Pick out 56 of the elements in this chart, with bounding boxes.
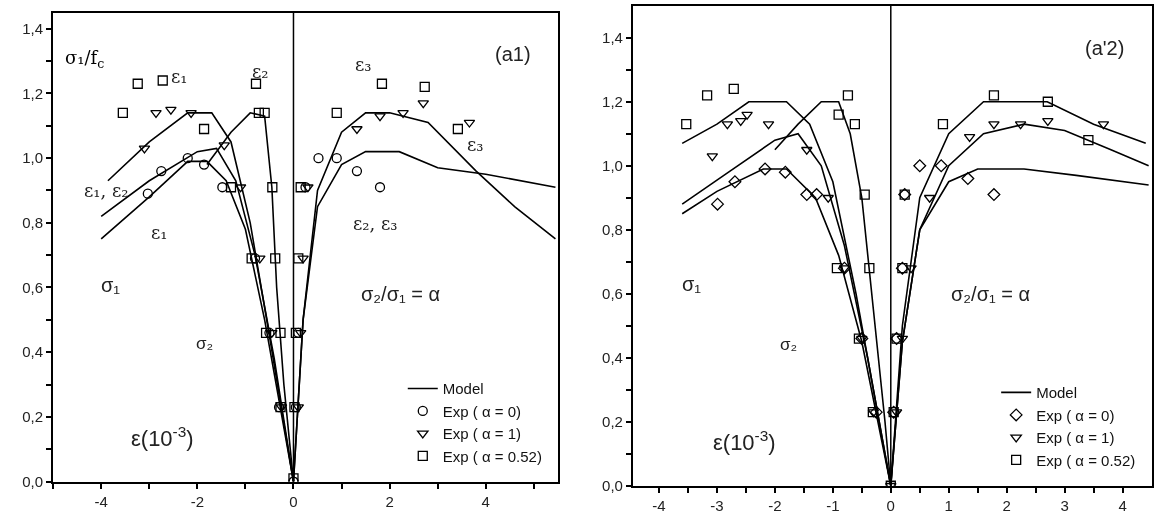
legend-label: Model	[1036, 384, 1078, 402]
y-tick-label: 1,4	[602, 29, 623, 47]
y-tick-label: 0,4	[602, 349, 623, 366]
y-tick-label: 1,0	[22, 149, 44, 167]
x-tick-label: -4	[652, 496, 666, 514]
y-tick-label: 1,2	[602, 93, 623, 111]
annotation: ε₃	[355, 54, 372, 75]
annotation: σ₂/σ₁ = α	[951, 283, 1031, 305]
legend-label: Exp ( α = 0.52)	[1036, 451, 1136, 469]
y-tick-label: 0,6	[602, 285, 623, 302]
y-tick-label: 0,2	[22, 408, 44, 426]
y-tick-label: 0,0	[22, 472, 44, 490]
annotation: σ₂	[780, 335, 798, 354]
x-tick-label: -1	[826, 496, 840, 514]
legend-label: Exp ( α = 0)	[442, 402, 522, 420]
y-tick-label: 0,0	[602, 476, 623, 494]
x-tick-label: 2	[385, 492, 394, 510]
y-tick-label: 1,4	[22, 20, 44, 37]
annotation: σ₁	[101, 274, 121, 296]
x-tick-label: 4	[481, 492, 490, 510]
x-tick-label: -4	[94, 492, 108, 510]
legend-label: Exp ( α = 1)	[442, 425, 522, 443]
x-tick-label: 4	[1118, 496, 1127, 514]
y-tick-label: 0,4	[22, 343, 44, 361]
x-tick-label: -2	[768, 496, 782, 514]
legend-label: Exp ( α = 1)	[1036, 429, 1115, 447]
y-tick-label: 0,8	[602, 221, 623, 238]
annotation: ε₃	[467, 134, 484, 155]
y-axis-title: σ₁/f$_{c}$	[65, 47, 105, 71]
y-tick-label: 1,2	[22, 84, 44, 102]
x-tick-label: 0	[289, 492, 298, 510]
annotation: σ₁	[682, 273, 702, 295]
annotation: ε₁	[171, 66, 188, 87]
x-tick-label: 2	[1002, 496, 1011, 514]
annotation: (a'2)	[1085, 37, 1125, 59]
x-tick-label: -3	[710, 496, 724, 514]
annotation: ε₁	[151, 222, 168, 243]
annotation: ε(10$^{-3}$)	[713, 427, 776, 456]
annotation: σ₂/σ₁ = α	[361, 283, 441, 305]
x-tick-label: -2	[190, 492, 205, 510]
y-tick-label: 0,6	[22, 278, 44, 296]
annotation: ε(10$^{-3}$)	[131, 423, 194, 452]
y-tick-label: 0,2	[602, 413, 623, 430]
x-tick-label: 0	[886, 496, 895, 514]
annotation: ε₁, ε₂	[84, 180, 129, 201]
x-tick-label: 1	[944, 496, 953, 514]
y-tick-label: 0,8	[22, 214, 44, 232]
y-tick-label: 1,0	[602, 157, 623, 174]
legend-label: Exp ( α = 0.52)	[442, 447, 542, 465]
annotation: σ₂	[196, 334, 214, 353]
x-tick-label: 3	[1060, 496, 1069, 514]
annotation: ε₂, ε₃	[353, 213, 398, 234]
legend-label: Exp ( α = 0)	[1036, 406, 1115, 424]
annotation: (a1)	[495, 43, 531, 65]
legend-label: Model	[442, 380, 484, 398]
annotation: ε₂	[252, 61, 269, 82]
